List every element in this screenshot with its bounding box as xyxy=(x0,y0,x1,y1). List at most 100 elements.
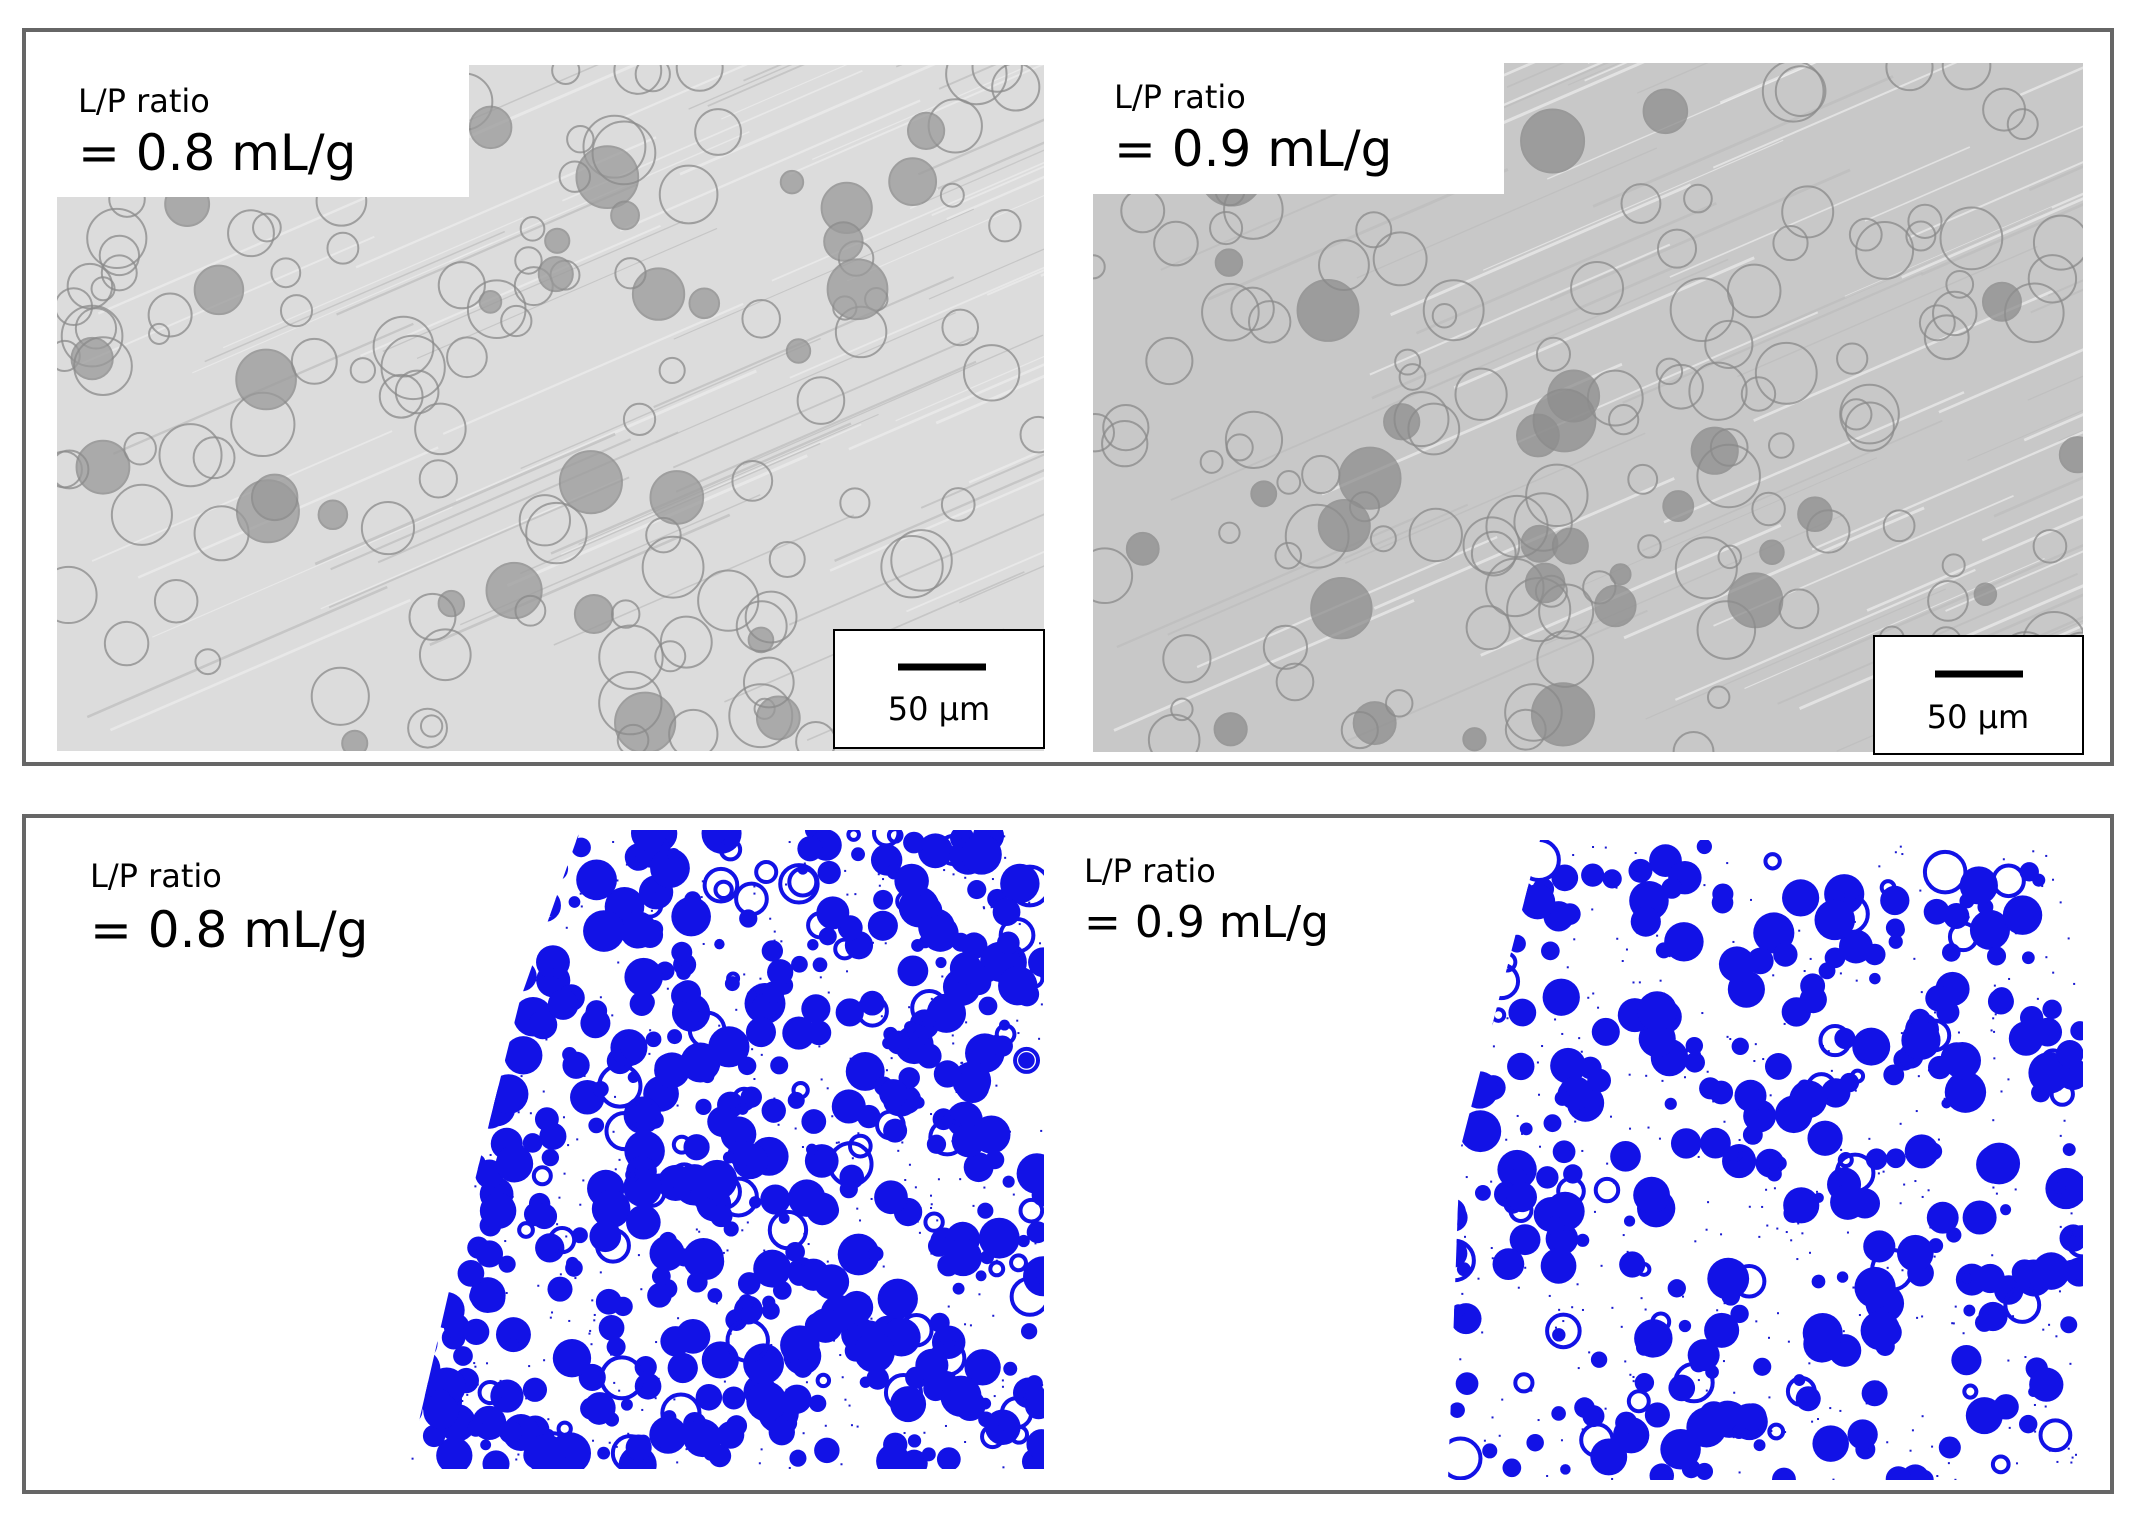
texture-streak xyxy=(931,165,1044,217)
speck xyxy=(433,1091,436,1094)
speck xyxy=(1921,1195,1924,1198)
particle xyxy=(1519,884,1556,920)
particle-outline xyxy=(518,494,572,547)
speck xyxy=(558,881,561,884)
speck xyxy=(2063,1119,2066,1122)
speck xyxy=(923,1431,926,1434)
texture-streak xyxy=(1907,161,2083,239)
speck xyxy=(1839,972,1842,975)
speck xyxy=(1600,1264,1603,1267)
particle xyxy=(1922,849,1968,895)
texture-streak xyxy=(560,423,862,556)
speck xyxy=(556,1223,559,1226)
particle-outline xyxy=(1620,183,1662,224)
particle-outline xyxy=(1923,314,1970,361)
speck xyxy=(1028,901,1031,904)
speck xyxy=(1842,1330,1845,1333)
speck xyxy=(930,997,933,1000)
texture-streak xyxy=(1637,63,1709,94)
texture-streak xyxy=(920,453,1044,509)
particle xyxy=(1936,1000,1960,1024)
speck xyxy=(743,973,746,976)
speck xyxy=(1766,1224,1769,1227)
particle xyxy=(904,1020,917,1034)
speck xyxy=(1784,1431,1787,1434)
speck xyxy=(1001,1385,1004,1388)
particle xyxy=(846,830,861,842)
texture-streak xyxy=(895,355,1044,422)
texture-streak xyxy=(1674,568,1976,701)
particle xyxy=(1664,1097,1677,1110)
speck xyxy=(517,1453,520,1456)
particle xyxy=(671,896,711,937)
speck xyxy=(850,1424,853,1427)
speck xyxy=(715,1302,718,1305)
particle xyxy=(443,1313,470,1340)
speck xyxy=(475,1108,478,1111)
speck xyxy=(2000,1090,2003,1093)
particle-outline xyxy=(1224,410,1284,469)
particle-outline xyxy=(610,599,641,629)
texture-streak xyxy=(917,118,1044,176)
texture-streak xyxy=(2030,288,2083,314)
particle xyxy=(566,1256,579,1270)
speck xyxy=(1566,966,1569,969)
speck xyxy=(466,1393,469,1396)
particle xyxy=(1590,1438,1628,1476)
particle-outline xyxy=(1981,281,2022,322)
speck xyxy=(1927,1189,1930,1192)
speck xyxy=(416,972,419,975)
speck xyxy=(1626,1250,1629,1253)
speck xyxy=(1517,1286,1520,1289)
speck xyxy=(1536,1061,1539,1064)
particle xyxy=(676,965,691,980)
particle xyxy=(922,915,959,952)
speck xyxy=(615,1445,618,1448)
label: = 0.8 mL/g xyxy=(78,124,356,182)
particle xyxy=(408,1146,431,1175)
particle xyxy=(695,1384,723,1411)
particle xyxy=(963,1152,994,1183)
speck xyxy=(1785,1231,1788,1234)
speck xyxy=(580,905,583,908)
particle-outline xyxy=(147,292,193,338)
speck xyxy=(1530,1389,1533,1392)
particle xyxy=(2042,999,2062,1020)
speck xyxy=(2055,1335,2058,1338)
speck xyxy=(1034,1242,1037,1245)
particle-outline xyxy=(98,234,141,277)
particle xyxy=(725,1309,748,1331)
particle xyxy=(583,1392,616,1424)
particle xyxy=(686,996,703,1013)
particle-outline xyxy=(1407,402,1461,456)
particle xyxy=(1622,1417,1639,1434)
particle xyxy=(467,1419,485,1437)
speck xyxy=(753,885,756,888)
particle xyxy=(1576,1233,1590,1247)
speck xyxy=(448,1125,451,1128)
particle-outline xyxy=(988,208,1022,243)
speck xyxy=(890,1057,893,1060)
speck xyxy=(676,1104,679,1107)
particle xyxy=(428,1003,450,1025)
particle xyxy=(1540,1248,1577,1284)
texture-streak xyxy=(1866,515,2083,612)
particle-outline xyxy=(1656,228,1698,269)
particle xyxy=(556,1420,573,1437)
particle xyxy=(816,896,850,930)
particle-outline xyxy=(1688,361,1748,421)
particle xyxy=(1664,922,1704,962)
speck xyxy=(591,1299,594,1302)
speck xyxy=(500,902,503,905)
particle-outline xyxy=(250,473,299,522)
speck xyxy=(805,1381,808,1384)
texture-streak xyxy=(789,65,1044,176)
particle xyxy=(1465,1004,1494,1033)
particle xyxy=(1965,1397,2003,1435)
speck xyxy=(1644,1308,1647,1311)
label: = 0.9 mL/g xyxy=(1114,120,1392,178)
speck xyxy=(1992,1119,1995,1122)
speck xyxy=(2007,1078,2010,1081)
speck xyxy=(1858,1314,1861,1317)
speck xyxy=(701,880,704,883)
